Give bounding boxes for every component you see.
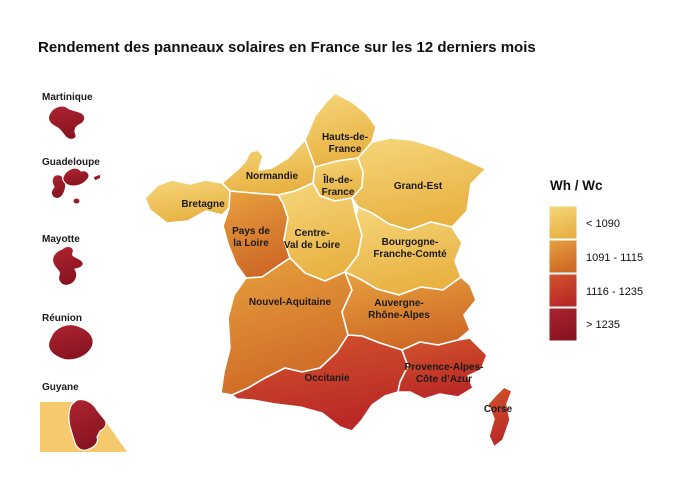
legend: Wh / Wc < 1090 1091 - 1115 1116 - 1235 >… xyxy=(548,178,643,342)
region-provence-alpes-cote-d-azur xyxy=(397,337,488,400)
region-normandie xyxy=(221,139,316,196)
label-guadeloupe: Guadeloupe xyxy=(42,157,100,168)
legend-label-cat4: > 1235 xyxy=(586,319,620,331)
label-mayotte: Mayotte xyxy=(42,234,80,245)
label-martinique: Martinique xyxy=(42,92,93,103)
region-corse xyxy=(487,386,513,448)
label-guyane: Guyane xyxy=(42,382,79,393)
island-guadeloupe xyxy=(50,167,102,205)
legend-label-cat1: < 1090 xyxy=(586,218,620,230)
island-martinique xyxy=(47,105,86,141)
legend-swatch-cat3 xyxy=(548,273,578,308)
island-guyane xyxy=(40,398,127,452)
france-map xyxy=(144,92,513,448)
legend-swatch-cat4 xyxy=(548,307,578,342)
label-reunion: Réunion xyxy=(42,313,82,324)
legend-swatch-cat2 xyxy=(548,239,578,274)
legend-title: Wh / Wc xyxy=(550,178,603,193)
overseas-territories: Martinique Guadeloupe Mayotte Réunion Gu… xyxy=(40,92,127,452)
legend-swatch-cat1 xyxy=(548,205,578,240)
island-mayotte xyxy=(51,245,84,286)
page-title: Rendement des panneaux solaires en Franc… xyxy=(38,39,536,56)
region-bretagne xyxy=(144,179,233,224)
legend-label-cat2: 1091 - 1115 xyxy=(586,252,643,264)
island-reunion xyxy=(47,324,94,361)
legend-label-cat3: 1116 - 1235 xyxy=(586,286,643,298)
